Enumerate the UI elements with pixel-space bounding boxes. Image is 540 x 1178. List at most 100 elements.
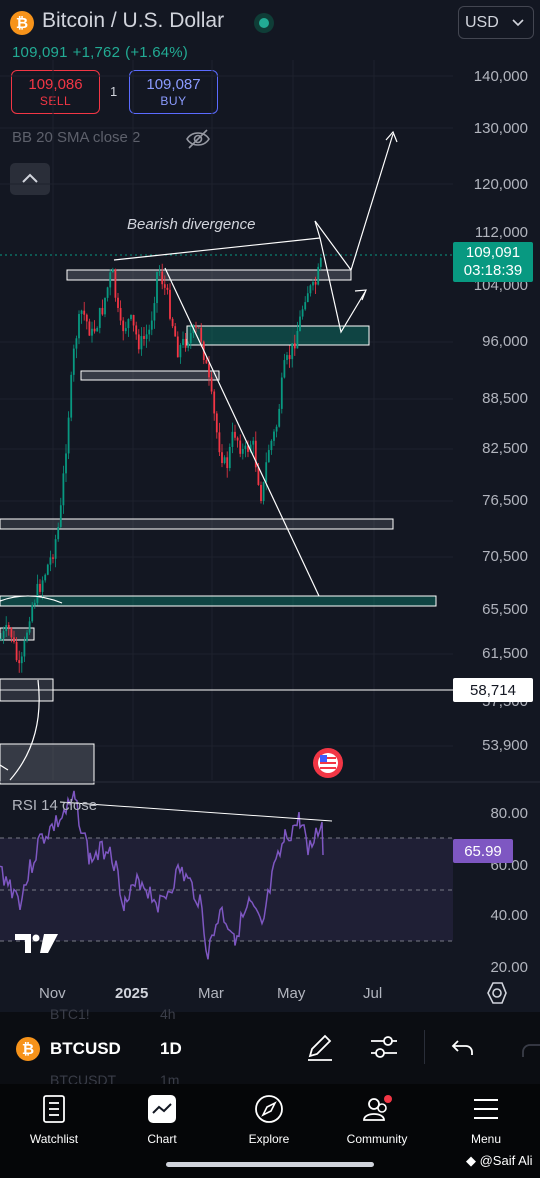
candle-body bbox=[296, 331, 299, 349]
candle-body bbox=[299, 316, 301, 332]
home-indicator[interactable] bbox=[166, 1162, 374, 1167]
nav-explore[interactable]: Explore bbox=[224, 1094, 314, 1146]
candle-body bbox=[117, 297, 119, 308]
candle-body bbox=[249, 444, 252, 452]
interval-selector[interactable]: 1D bbox=[160, 1039, 182, 1058]
symbol-title[interactable]: Bitcoin / U.S. Dollar bbox=[42, 9, 225, 32]
time-axis-label: Nov bbox=[39, 985, 66, 1002]
candle-body bbox=[275, 426, 278, 432]
redo-icon[interactable] bbox=[521, 1040, 540, 1065]
candle-body bbox=[304, 302, 307, 310]
rsi-axis-label: 20.00 bbox=[490, 959, 528, 976]
eye-hidden-icon[interactable] bbox=[185, 128, 211, 155]
candle-body bbox=[15, 642, 18, 661]
candle-body bbox=[114, 269, 117, 298]
candle-body bbox=[124, 328, 127, 332]
candle-body bbox=[20, 656, 23, 664]
us-event-icon[interactable] bbox=[313, 748, 343, 778]
nav-watchlist[interactable]: Watchlist bbox=[9, 1094, 99, 1146]
buy-button[interactable]: 109,087 BUY bbox=[129, 70, 218, 114]
price-axis-label: 130,000 bbox=[473, 120, 528, 137]
candle-body bbox=[104, 297, 106, 315]
candle-body bbox=[54, 539, 57, 559]
collapse-button[interactable] bbox=[10, 163, 50, 195]
indicator-legend[interactable]: BB 20 SMA close 2 bbox=[12, 129, 141, 146]
undo-icon[interactable] bbox=[451, 1038, 475, 1063]
current-price-tag: 109,091 03:18:39 bbox=[453, 242, 533, 282]
candle-body bbox=[247, 445, 249, 452]
candle-body bbox=[0, 638, 2, 640]
candle-body bbox=[140, 336, 143, 350]
candle-body bbox=[127, 319, 130, 329]
time-axis-label: Mar bbox=[198, 985, 224, 1002]
candle-body bbox=[200, 327, 203, 342]
candle-body bbox=[215, 413, 218, 433]
candle-body bbox=[132, 314, 135, 326]
ghost-interval: 4h bbox=[160, 1006, 176, 1022]
rsi-legend[interactable]: RSI 14 close bbox=[12, 797, 98, 814]
rsi-axis-label: 80.00 bbox=[490, 805, 528, 822]
candle-body bbox=[10, 627, 13, 638]
candle-body bbox=[143, 336, 145, 339]
curve-line bbox=[9, 679, 40, 781]
candle-body bbox=[226, 457, 229, 469]
candle-body bbox=[174, 326, 177, 337]
bull-projection bbox=[314, 133, 394, 272]
candle-body bbox=[319, 258, 322, 267]
bitcoin-icon: ₿ bbox=[16, 1037, 40, 1061]
candle-body bbox=[210, 377, 213, 392]
nav-community[interactable]: Community bbox=[332, 1094, 422, 1146]
candle-body bbox=[13, 637, 15, 643]
candle-body bbox=[197, 327, 200, 329]
currency-select[interactable]: USD bbox=[458, 6, 534, 39]
nav-menu[interactable]: Menu bbox=[441, 1094, 531, 1146]
sell-price: 109,086 bbox=[28, 76, 83, 93]
nav-label: Watchlist bbox=[29, 1132, 79, 1146]
candle-body bbox=[7, 624, 10, 628]
candle-body bbox=[161, 271, 164, 285]
candle-body bbox=[135, 325, 138, 335]
candle-body bbox=[254, 440, 257, 468]
candle-body bbox=[288, 355, 291, 360]
candle-body bbox=[187, 343, 190, 348]
candle-body bbox=[241, 449, 244, 454]
price-axis-label: 70,500 bbox=[482, 548, 528, 565]
candle-countdown: 03:18:39 bbox=[463, 262, 523, 279]
candle-body bbox=[265, 462, 268, 483]
candle-body bbox=[67, 417, 70, 454]
sell-button[interactable]: 109,086 SELL bbox=[11, 70, 100, 114]
rsi-value-tag: 65.99 bbox=[453, 839, 513, 863]
symbol-selector[interactable]: ₿ BTCUSD bbox=[16, 1036, 176, 1062]
candle-body bbox=[49, 557, 52, 565]
price-axis-label: 76,500 bbox=[482, 492, 528, 509]
price-chart[interactable] bbox=[0, 0, 540, 1012]
support-zone-2 bbox=[0, 518, 394, 530]
candle-body bbox=[270, 440, 273, 451]
nav-chart[interactable]: Chart bbox=[117, 1094, 207, 1146]
time-axis-label: May bbox=[277, 985, 306, 1002]
divergence-line bbox=[113, 237, 321, 261]
symbol-toolbar: BTC1! 4h BTCUSDT 1m ₿ BTCUSD 1D bbox=[0, 1006, 540, 1088]
candle-body bbox=[137, 334, 140, 350]
spread-value: 1 bbox=[110, 84, 118, 99]
candle-body bbox=[78, 313, 80, 339]
candle-body bbox=[150, 320, 153, 330]
candle-body bbox=[145, 334, 148, 339]
candle-body bbox=[228, 446, 231, 469]
buy-price: 109,087 bbox=[146, 76, 201, 93]
nav-label: Chart bbox=[147, 1132, 177, 1146]
chart-settings-icon[interactable] bbox=[487, 982, 507, 1004]
menu-icon bbox=[474, 1099, 498, 1119]
bitcoin-glyph: ₿ bbox=[15, 14, 29, 32]
indicators-icon[interactable] bbox=[369, 1034, 399, 1065]
rsi-line bbox=[0, 790, 324, 960]
chevron-up-icon bbox=[22, 173, 38, 183]
candle-body bbox=[280, 377, 283, 409]
resistance-zone bbox=[66, 269, 352, 281]
support-zone-3 bbox=[0, 595, 437, 607]
sell-label: SELL bbox=[39, 94, 72, 108]
candle-body bbox=[85, 314, 88, 322]
ghost-symbol: BTC1! bbox=[50, 1006, 90, 1022]
draw-pen-icon[interactable] bbox=[305, 1032, 333, 1067]
tradingview-logo bbox=[15, 934, 58, 953]
